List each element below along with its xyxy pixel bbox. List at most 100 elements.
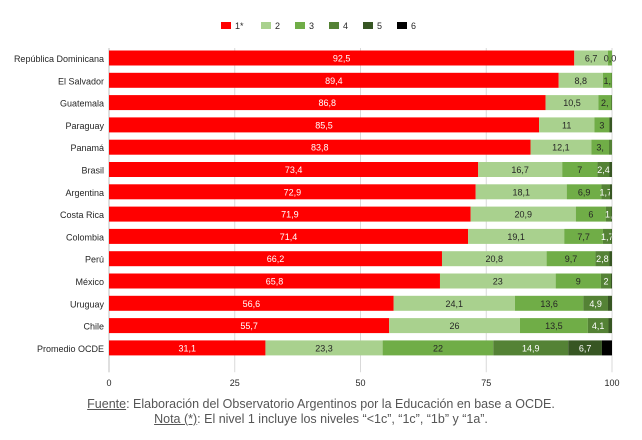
bar-segment xyxy=(609,184,612,200)
bar-segment xyxy=(478,162,563,177)
category-label: Costa Rica xyxy=(60,210,104,220)
bar-segment xyxy=(545,95,599,111)
bar-segment xyxy=(575,206,606,222)
bar-segment xyxy=(475,184,567,200)
legend-swatch xyxy=(363,22,373,29)
category-label: Paraguay xyxy=(65,121,104,131)
category-label: El Salvador xyxy=(58,76,104,86)
data-label: 9,7 xyxy=(565,254,578,264)
data-label: 31,1 xyxy=(178,343,196,353)
bar-segment xyxy=(109,162,479,177)
legend-swatch xyxy=(329,22,339,29)
bar-segment xyxy=(595,251,610,267)
note-label: Nota (*) xyxy=(154,412,198,426)
legend-label: 4 xyxy=(343,21,348,31)
bar-segment xyxy=(562,162,598,177)
data-label: 7 xyxy=(577,165,582,175)
data-label: 18,1 xyxy=(512,187,530,197)
bar-segment xyxy=(546,251,596,267)
bar-segment xyxy=(109,251,442,267)
bar-segment xyxy=(109,228,469,244)
bar-segment xyxy=(587,318,609,334)
bar-segment xyxy=(609,162,612,177)
data-label: 24,1 xyxy=(446,299,464,309)
bar-segment xyxy=(109,139,531,155)
data-label: 3 xyxy=(599,120,604,130)
data-label: 6,7 xyxy=(579,343,592,353)
category-label: México xyxy=(75,277,104,287)
bar-segment xyxy=(109,72,559,88)
x-tick-label: 100 xyxy=(604,378,619,388)
bar-segment xyxy=(468,228,565,244)
legend-label: 1* xyxy=(235,21,244,31)
legend-swatch xyxy=(261,22,271,29)
bar-segment xyxy=(109,295,394,311)
data-label: 13,6 xyxy=(540,299,558,309)
bar-segment xyxy=(608,139,612,155)
bar-segment xyxy=(607,50,612,66)
bar-segment xyxy=(591,139,609,155)
data-label: 89,4 xyxy=(325,76,343,86)
bar-segment xyxy=(109,340,266,356)
bar-segment xyxy=(493,340,569,356)
data-label: 71,9 xyxy=(281,210,299,220)
legend-swatch xyxy=(221,22,231,29)
bar-segment xyxy=(601,184,610,200)
data-label: 23,3 xyxy=(315,343,333,353)
bar-segment xyxy=(514,295,584,311)
category-label: Panamá xyxy=(70,143,104,153)
data-label: 2,8 xyxy=(596,254,609,264)
data-label: 3, xyxy=(596,143,604,153)
data-label: 16,7 xyxy=(511,165,529,175)
data-label: 66,2 xyxy=(267,254,285,264)
category-label: Uruguay xyxy=(70,299,105,309)
legend-swatch xyxy=(295,22,305,29)
stacked-bar-chart: República Dominicana 92,5 6,7 0,0El Salvado… xyxy=(14,21,620,388)
note-text: : El nivel 1 incluye los niveles “<1c”, … xyxy=(197,412,488,426)
legend-label: 5 xyxy=(377,21,382,31)
data-label: 6,9 xyxy=(578,187,591,197)
data-label: 22 xyxy=(433,343,443,353)
legend-label: 6 xyxy=(411,21,416,31)
bar-segment xyxy=(109,95,546,111)
bar-segment xyxy=(598,95,611,111)
bar-segment xyxy=(611,228,612,244)
data-label: 8,8 xyxy=(575,76,588,86)
data-label: 83,8 xyxy=(311,143,329,153)
data-label: 20,9 xyxy=(514,210,532,220)
data-label: 56,6 xyxy=(243,299,261,309)
category-label: Perú xyxy=(85,255,104,265)
bar-segment xyxy=(109,184,476,200)
data-label: 71,4 xyxy=(280,232,298,242)
data-label: 1, xyxy=(605,210,613,220)
source-note: Fuente: Elaboración del Observatorio Arg… xyxy=(0,397,642,411)
bar-segment xyxy=(594,117,610,133)
category-label: Promedio OCDE xyxy=(37,344,104,354)
data-label: 10,5 xyxy=(563,98,581,108)
bar-segment xyxy=(393,295,515,311)
x-tick-label: 25 xyxy=(230,378,240,388)
bar-segment xyxy=(470,206,576,222)
data-label: 86,8 xyxy=(319,98,337,108)
category-label: Guatemala xyxy=(60,99,104,109)
bar-segment xyxy=(265,340,383,356)
bar-segment xyxy=(530,139,592,155)
bar-segment xyxy=(611,72,612,88)
bar-segment xyxy=(568,340,602,356)
bar-segment xyxy=(389,318,520,334)
data-label: 12,1 xyxy=(552,143,570,153)
category-label: Argentina xyxy=(65,188,104,198)
data-label: 26 xyxy=(450,321,460,331)
data-label: 1,7 xyxy=(599,187,612,197)
bar-segment xyxy=(601,340,612,356)
bar-segment xyxy=(600,273,611,289)
data-label: 2, xyxy=(601,98,609,108)
data-label: 19,1 xyxy=(507,232,525,242)
x-tick-label: 75 xyxy=(481,378,491,388)
data-label: 23 xyxy=(493,277,503,287)
bar-segment xyxy=(109,318,390,334)
data-label: 85,5 xyxy=(315,120,333,130)
bar-segment xyxy=(574,50,608,66)
legend-label: 3 xyxy=(309,21,314,31)
bar-segment xyxy=(441,251,547,267)
